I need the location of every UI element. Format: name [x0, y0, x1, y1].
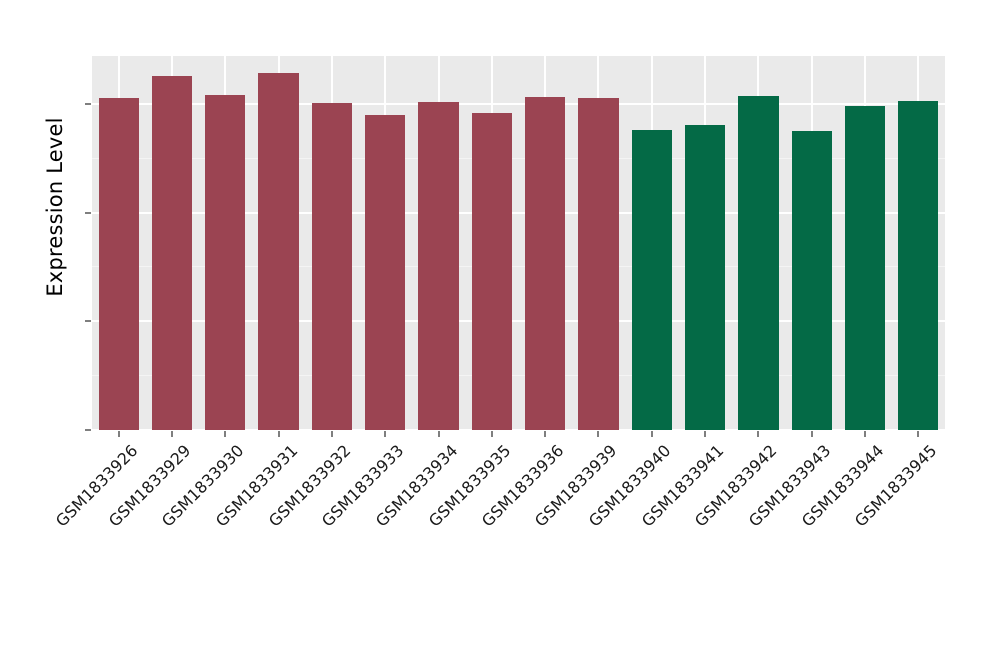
- bar: [205, 95, 246, 430]
- x-axis-tick-mark: [277, 431, 280, 437]
- plot-panel: [92, 56, 945, 430]
- x-axis-tick-mark: [384, 431, 387, 437]
- bar-chart: Expression Level 0123 GSM1833926GSM18339…: [43, 56, 945, 531]
- x-axis-tick-mark: [224, 431, 227, 437]
- bar: [738, 96, 779, 430]
- bar: [844, 106, 886, 430]
- gridline-minor-horizontal: [92, 375, 945, 377]
- gridline-major-horizontal: [92, 211, 945, 214]
- bar: [258, 73, 299, 430]
- gridline-minor-horizontal: [92, 266, 945, 268]
- gridline-minor-horizontal: [92, 157, 945, 159]
- bar: [365, 114, 406, 430]
- x-axis-tick-mark: [650, 431, 653, 437]
- gridline-major-horizontal: [92, 429, 945, 430]
- bar: [151, 75, 193, 430]
- bar: [418, 101, 459, 430]
- gridline-major-horizontal: [92, 320, 945, 323]
- x-axis-tick-mark: [437, 431, 440, 437]
- x-axis-tick-mark: [597, 431, 600, 437]
- y-axis-title: Expression Level: [43, 117, 67, 297]
- x-axis-tick-mark: [917, 431, 920, 437]
- x-axis-tick-mark: [757, 431, 760, 437]
- x-axis-tick-mark: [864, 431, 867, 437]
- x-axis-tick-mark: [117, 431, 120, 437]
- y-axis-tick-mark: [85, 102, 91, 105]
- x-axis-tick-mark: [170, 431, 173, 437]
- x-axis-tick-mark: [330, 431, 333, 437]
- y-axis-tick-mark: [85, 429, 91, 431]
- bar: [898, 100, 939, 430]
- gridline-major-horizontal: [92, 102, 945, 105]
- bar: [631, 129, 672, 430]
- bar: [471, 112, 512, 430]
- x-axis-tick-mark: [490, 431, 493, 437]
- x-axis-tick-mark: [544, 431, 547, 437]
- bar: [578, 98, 619, 430]
- bar: [791, 131, 832, 430]
- bar: [311, 102, 353, 430]
- bar: [684, 124, 726, 430]
- x-axis-tick-mark: [704, 431, 707, 437]
- y-axis-tick-mark: [85, 320, 91, 323]
- x-axis-tick-mark: [810, 431, 813, 437]
- y-axis-tick-mark: [85, 211, 91, 214]
- bar: [525, 97, 566, 430]
- bar: [98, 98, 139, 430]
